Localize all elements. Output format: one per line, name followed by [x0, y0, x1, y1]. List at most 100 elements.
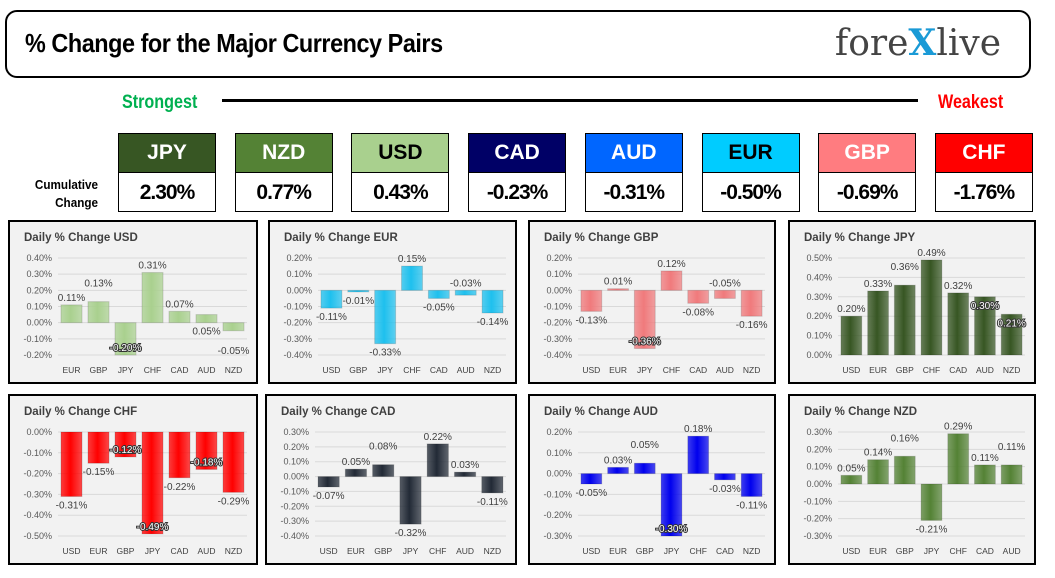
y-tick-label: 0.30%	[283, 427, 309, 437]
bar-eur	[87, 431, 110, 464]
data-label: -0.01%	[342, 296, 374, 307]
bar-eur	[607, 466, 629, 475]
x-tick-label: NZD	[225, 546, 242, 556]
data-label: -0.29%	[218, 496, 250, 507]
y-tick-label: -0.30%	[283, 334, 312, 344]
data-label: -0.03%	[709, 484, 741, 495]
x-tick-label: CHF	[689, 546, 706, 556]
bar-usd	[840, 315, 863, 356]
x-tick-label: USD	[322, 365, 340, 375]
bar-chf	[660, 270, 683, 291]
x-tick-label: USD	[842, 365, 860, 375]
data-label: -0.30%	[656, 524, 688, 535]
chart-title: Daily % Change CHF	[24, 406, 137, 418]
bar-cad	[168, 431, 191, 479]
x-tick-label: JPY	[637, 365, 653, 375]
x-tick-label: USD	[63, 546, 81, 556]
data-label: 0.03%	[451, 460, 479, 471]
x-tick-label: CAD	[976, 546, 994, 556]
cumulative-value: 2.30%	[139, 181, 196, 204]
x-tick-label: GBP	[374, 546, 392, 556]
data-label: -0.33%	[369, 348, 401, 359]
data-label: 0.15%	[398, 254, 426, 265]
x-tick-label: GBP	[90, 365, 108, 375]
bar-eur	[607, 288, 629, 291]
chart-eur: Daily % Change EUR -0.40% -0.30% -0.20% -0.1…	[268, 220, 517, 384]
strength-divider	[222, 99, 918, 102]
data-label: -0.12%	[110, 445, 142, 456]
x-tick-label: GBP	[636, 546, 654, 556]
x-tick-label: USD	[320, 546, 338, 556]
bar-chart: Daily % Change EUR -0.40% -0.30% -0.20% -0.1…	[283, 232, 508, 375]
chart-cad: Daily % Change CAD -0.40% -0.30% -0.20% -0.1…	[265, 394, 517, 565]
x-tick-label: AUD	[198, 546, 216, 556]
chart-title: Daily % Change JPY	[804, 232, 916, 244]
bar-chart: Daily % Change AUD -0.30% -0.20% -0.10% 0.00…	[543, 406, 767, 556]
data-label: -0.36%	[629, 337, 661, 348]
y-tick-label: -0.10%	[283, 302, 312, 312]
y-tick-label: -0.10%	[543, 489, 572, 499]
x-tick-label: EUR	[347, 546, 365, 556]
x-tick-label: AUD	[1003, 546, 1021, 556]
x-tick-label: EUR	[90, 546, 108, 556]
y-tick-label: 0.20%	[806, 444, 832, 454]
y-tick-label: -0.50%	[23, 531, 52, 541]
x-tick-label: AUD	[976, 365, 994, 375]
bar-gbp	[87, 301, 110, 324]
bar-chf	[426, 443, 449, 478]
data-label: -0.05%	[576, 488, 608, 499]
x-tick-label: EUR	[63, 365, 81, 375]
y-tick-label: 0.20%	[546, 253, 572, 263]
currency-name: USD	[352, 134, 449, 173]
weakest-label: Weakest	[938, 92, 1004, 113]
currency-name: AUD	[585, 134, 682, 173]
cumulative-value: -0.69%	[836, 181, 899, 204]
x-tick-label: CAD	[949, 365, 967, 375]
y-tick-label: -0.30%	[280, 516, 309, 526]
x-tick-label: EUR	[869, 546, 887, 556]
x-tick-label: CAD	[430, 365, 448, 375]
bar-usd	[60, 431, 83, 497]
bar-jpy	[633, 289, 656, 350]
y-tick-label: -0.10%	[23, 334, 52, 344]
y-tick-label: -0.40%	[280, 531, 309, 541]
x-tick-label: CHF	[403, 365, 420, 375]
data-label: 0.16%	[891, 433, 919, 444]
y-tick-label: 0.00%	[806, 350, 832, 360]
y-tick-label: 0.40%	[26, 253, 52, 263]
bar-gbp	[893, 455, 916, 485]
bar-nzd	[740, 473, 763, 497]
y-tick-label: -0.20%	[283, 318, 312, 328]
data-label: 0.07%	[165, 299, 193, 310]
y-tick-label: -0.20%	[23, 469, 52, 479]
chart-usd: Daily % Change USD -0.20% -0.10% 0.00% 0.10%…	[8, 220, 258, 384]
data-label: 0.05%	[342, 457, 370, 468]
bar-cad	[427, 289, 450, 299]
bar-nzd	[481, 289, 504, 314]
bar-jpy	[399, 476, 422, 525]
data-label: -0.07%	[313, 491, 345, 502]
bar-usd	[840, 474, 863, 485]
data-label: -0.08%	[682, 307, 714, 318]
data-label: 0.18%	[684, 424, 712, 435]
data-label: -0.05%	[218, 346, 250, 357]
x-tick-label: GBP	[349, 365, 367, 375]
data-label: -0.18%	[191, 457, 223, 468]
bar-jpy	[660, 473, 683, 537]
strongest-label: Strongest	[122, 92, 198, 113]
data-label: 0.03%	[604, 455, 632, 466]
y-tick-label: -0.10%	[543, 302, 572, 312]
bar-eur	[344, 468, 368, 478]
y-tick-label: 0.20%	[286, 253, 312, 263]
y-tick-label: -0.10%	[23, 448, 52, 458]
data-label: 0.11%	[998, 442, 1026, 453]
x-tick-label: JPY	[664, 546, 680, 556]
bar-eur	[867, 290, 889, 356]
data-label: 0.14%	[864, 448, 892, 459]
x-tick-label: CAD	[689, 365, 707, 375]
x-tick-label: AUD	[456, 546, 474, 556]
data-label: 0.20%	[837, 304, 865, 315]
bar-chart: Daily % Change CAD -0.40% -0.30% -0.20% -0.1…	[280, 406, 507, 556]
x-tick-label: CAD	[716, 546, 734, 556]
page-title: % Change for the Major Currency Pairs	[25, 28, 443, 58]
